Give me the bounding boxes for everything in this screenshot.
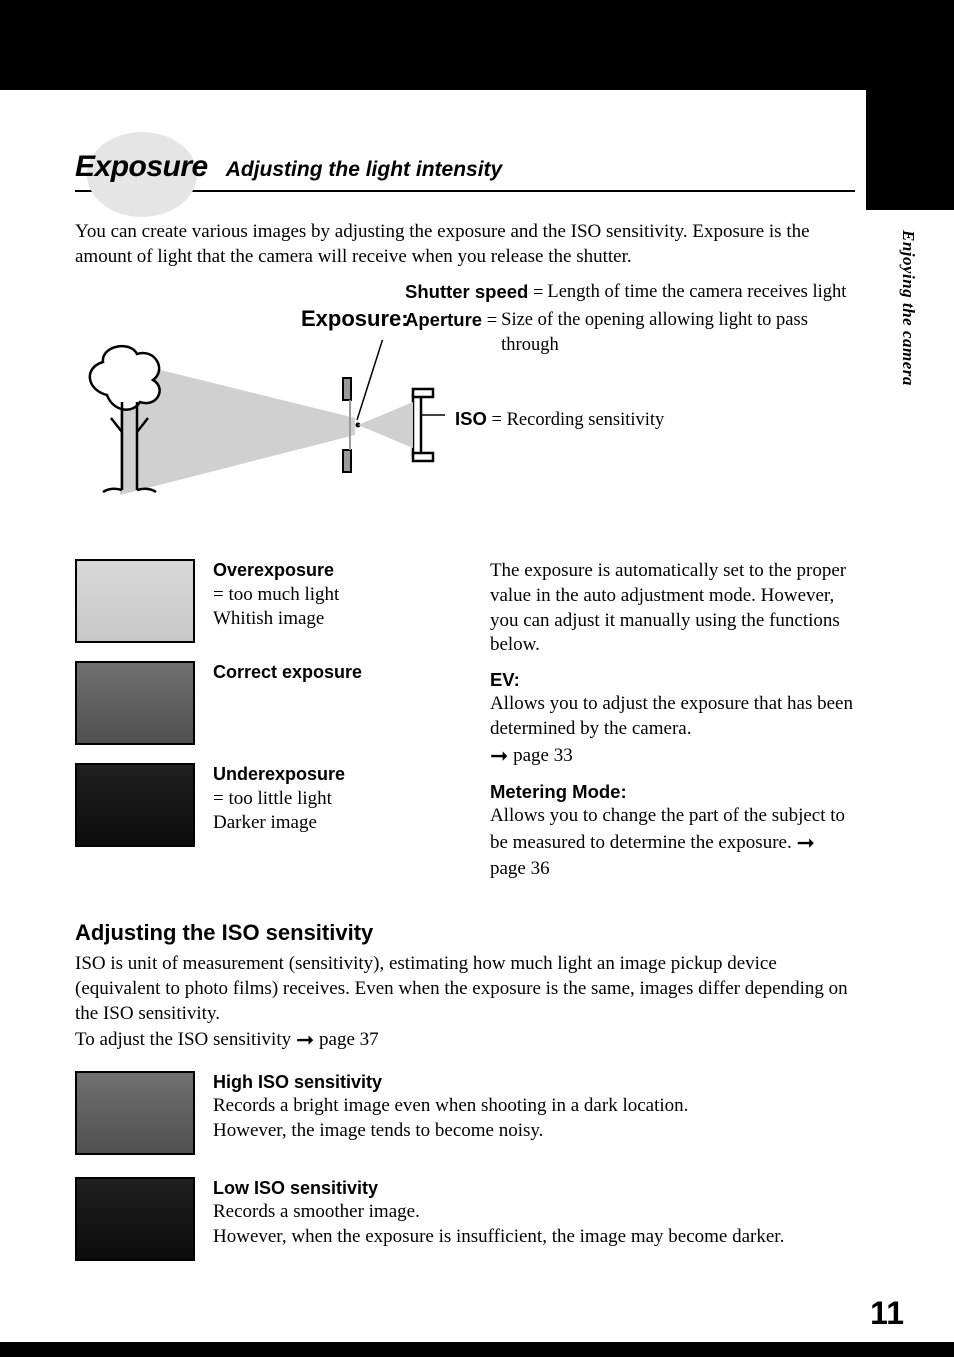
high-iso-l1: Records a bright image even when shootin…	[213, 1094, 813, 1119]
exposure-heading: Exposure:	[301, 306, 409, 332]
thumb-underexposure	[75, 763, 195, 847]
ev-ref-pre: page	[513, 745, 554, 766]
arrow-icon: ➞	[796, 829, 814, 858]
intro-paragraph: You can create various images by adjusti…	[75, 220, 855, 269]
ev-ref-page: 33	[554, 745, 573, 766]
text-shutter: Length of time the camera receives light	[547, 280, 846, 306]
page-title-row: Exposure Adjusting the light intensity	[75, 150, 855, 184]
under-l1: = too little light	[213, 787, 345, 812]
text-aperture: Size of the opening allowing light to pa…	[501, 308, 860, 358]
page-content: Exposure Adjusting the light intensity Y…	[75, 150, 855, 1283]
iso-body-text: ISO is unit of measurement (sensitivity)…	[75, 953, 848, 1023]
arrow-icon: ➞	[490, 742, 508, 771]
exposure-examples: Overexposure = too much light Whitish im…	[75, 559, 855, 882]
thumb-overexposure	[75, 559, 195, 643]
row-overexposure: Overexposure = too much light Whitish im…	[75, 559, 450, 643]
ev-head: EV:	[490, 668, 855, 692]
mm-head: Metering Mode:	[490, 780, 855, 804]
high-iso-l2: However, the image tends to become noisy…	[213, 1119, 813, 1144]
thumb-correct	[75, 661, 195, 745]
bottom-bar	[0, 1342, 954, 1357]
def-iso: ISO = Recording sensitivity	[455, 408, 664, 431]
exposure-diagram	[75, 340, 445, 510]
top-header-bar	[0, 0, 954, 90]
low-iso-l1: Records a smoother image.	[213, 1200, 813, 1225]
mm-text: Allows you to change the part of the sub…	[490, 804, 855, 882]
low-iso-l2: However, when the exposure is insufficie…	[213, 1225, 813, 1250]
text-iso: Recording sensitivity	[507, 410, 665, 430]
eq-iso: =	[487, 410, 507, 430]
overexposure-l2: Whitish image	[213, 607, 339, 632]
examples-right-col: The exposure is automatically set to the…	[490, 559, 855, 882]
mm-ref-pre: page	[490, 858, 531, 879]
row-high-iso: High ISO sensitivity Records a bright im…	[75, 1071, 855, 1155]
ev-text: Allows you to adjust the exposure that h…	[490, 692, 855, 741]
examples-left-col: Overexposure = too much light Whitish im…	[75, 559, 450, 882]
eq-shutter: =	[528, 283, 543, 303]
iso-adjust-ref-pre: page	[319, 1029, 360, 1050]
ev-ref: ➞ page 33	[490, 742, 855, 771]
overexposure-l1: = too much light	[213, 583, 339, 608]
def-aperture: Aperture = Size of the opening allowing …	[405, 308, 860, 358]
mm-ref-page: 36	[531, 858, 550, 879]
thumb-high-iso	[75, 1071, 195, 1155]
low-iso-head: Low ISO sensitivity	[213, 1177, 813, 1200]
arrow-icon: ➞	[296, 1026, 314, 1055]
page-title-topic: Exposure	[75, 150, 208, 184]
under-l2: Darker image	[213, 811, 345, 836]
correct-head: Correct exposure	[213, 661, 362, 684]
under-head: Underexposure	[213, 763, 345, 786]
chapter-side-tab: Enjoying the camera	[898, 230, 918, 386]
term-shutter: Shutter speed	[405, 281, 528, 302]
row-underexposure: Underexposure = too little light Darker …	[75, 763, 450, 847]
iso-adjust-pre: To adjust the ISO sensitivity	[75, 1029, 296, 1050]
high-iso-head: High ISO sensitivity	[213, 1071, 813, 1094]
iso-heading: Adjusting the ISO sensitivity	[75, 920, 855, 946]
def-shutter: Shutter speed = Length of time the camer…	[405, 280, 846, 306]
iso-adjust-ref-page: 37	[360, 1029, 379, 1050]
term-aperture: Aperture	[405, 309, 482, 330]
row-correct: Correct exposure	[75, 661, 450, 745]
page-title-subtitle: Adjusting the light intensity	[226, 158, 503, 182]
page-number: 11	[870, 1295, 904, 1332]
right-intro: The exposure is automatically set to the…	[490, 559, 855, 658]
eq-aperture: =	[482, 311, 497, 331]
exposure-definitions: Shutter speed = Length of time the camer…	[405, 280, 860, 360]
mm-text-a: Allows you to change the part of the sub…	[490, 805, 845, 853]
term-iso: ISO	[455, 408, 487, 429]
iso-body: ISO is unit of measurement (sensitivity)…	[75, 952, 855, 1055]
thumb-low-iso	[75, 1177, 195, 1261]
overexposure-head: Overexposure	[213, 559, 339, 582]
row-low-iso: Low ISO sensitivity Records a smoother i…	[75, 1177, 855, 1261]
